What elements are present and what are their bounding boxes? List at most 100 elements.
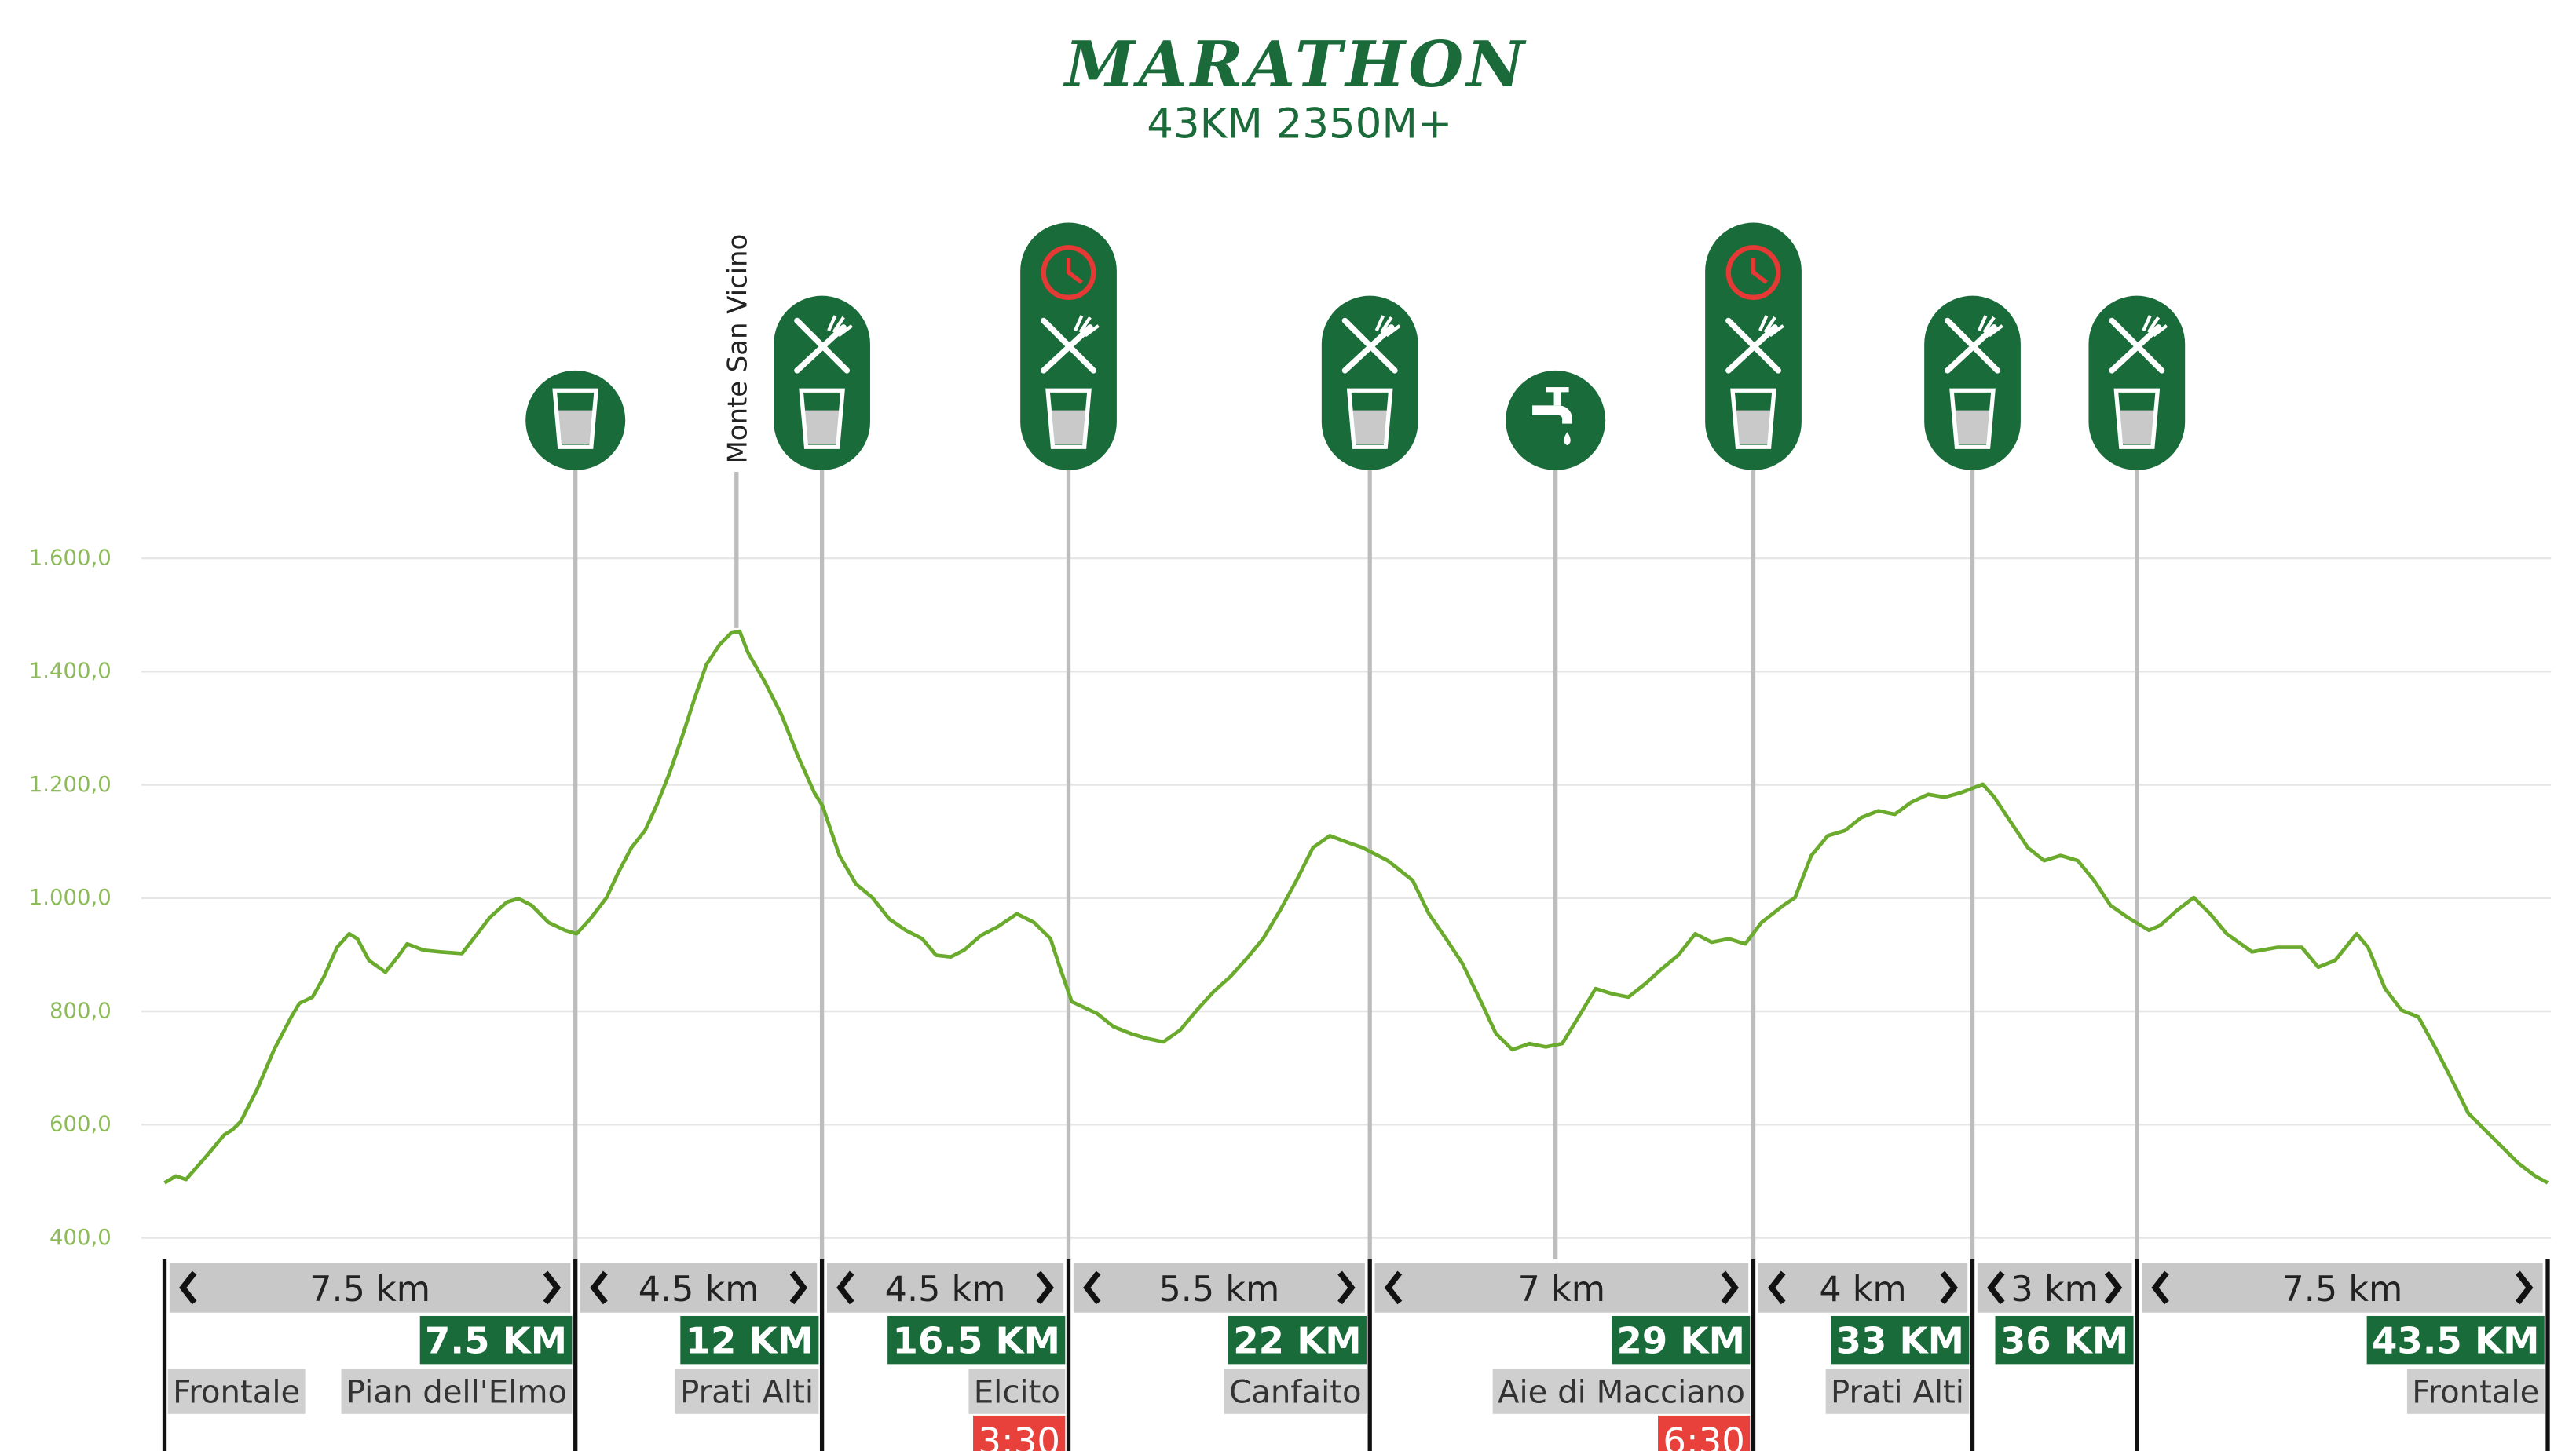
food-icon: [827, 315, 853, 338]
checkpoint-place: Aie di Macciano: [1498, 1375, 1745, 1411]
arrow-right: [543, 1270, 562, 1305]
arrow-left: [2151, 1270, 2169, 1305]
checkpoint-km-box: [1995, 1315, 2134, 1365]
water-icon: [1955, 410, 1990, 444]
food-icon: [1978, 315, 2003, 338]
arrow-right: [2515, 1270, 2534, 1305]
water-icon: [799, 388, 845, 449]
arrow-right: [1721, 1270, 1739, 1305]
arrow-right: [1036, 1270, 1054, 1305]
water-icon: [2113, 388, 2161, 449]
checkpoint-km-box: [1228, 1315, 1367, 1365]
food-icon: [1041, 324, 1093, 374]
y-tick-label: 1.600,0: [29, 545, 112, 570]
food-icon: [2142, 315, 2168, 338]
segment-distance: 7.5 km: [309, 1270, 430, 1310]
checkpoint-km-box: [680, 1315, 819, 1365]
segment-bar: [1374, 1263, 1749, 1313]
peak-label: Monte San Vicino: [722, 234, 752, 464]
segment-distance: 4.5 km: [639, 1270, 759, 1310]
water-icon: [804, 410, 840, 444]
checkpoint-place-box: [1825, 1369, 1970, 1414]
tap-icon: [1545, 387, 1569, 393]
food-icon: [794, 324, 847, 374]
water-icon: [1352, 410, 1388, 444]
cutoff-time: 3:30: [978, 1420, 1060, 1451]
water-icon: [1051, 410, 1086, 444]
cutoff-time-box: [1658, 1415, 1751, 1451]
segment-distance: 7 km: [1518, 1270, 1605, 1310]
checkpoint-place-box: [968, 1369, 1066, 1414]
start-place-box: [167, 1369, 306, 1414]
station-badge: [1321, 295, 1418, 470]
arrow-left: [836, 1270, 854, 1305]
water-icon: [552, 388, 599, 449]
clock-icon: [1751, 257, 1769, 284]
segment-bar: [2142, 1263, 2543, 1313]
segment-distance: 4.5 km: [885, 1270, 1006, 1310]
water-icon: [2119, 410, 2155, 444]
food-icon: [1341, 324, 1395, 374]
arrow-left: [1768, 1270, 1786, 1305]
checkpoint-place-box: [341, 1369, 573, 1414]
station-badge: [1506, 370, 1606, 470]
checkpoint-km: 43.5 KM: [2372, 1319, 2539, 1361]
start-place: Frontale: [173, 1375, 300, 1411]
tap-icon: [1532, 405, 1572, 424]
clock-icon: [1725, 245, 1781, 300]
segment-distance: 7.5 km: [2282, 1270, 2403, 1310]
checkpoint-km-box: [2366, 1315, 2545, 1365]
checkpoint-km-box: [1612, 1315, 1751, 1365]
arrow-right: [1940, 1270, 1958, 1305]
checkpoint-place: Elcito: [974, 1375, 1060, 1411]
y-tick-label: 1.000,0: [29, 885, 112, 910]
station-badge: [1924, 295, 2021, 470]
checkpoint-km: 36 KM: [2000, 1319, 2128, 1361]
y-tick-label: 600,0: [49, 1112, 112, 1137]
title: MARATHON: [1063, 27, 1528, 101]
checkpoint-km: 22 KM: [1233, 1319, 1361, 1361]
y-tick-label: 400,0: [49, 1225, 112, 1250]
food-icon: [1758, 315, 1784, 338]
checkpoint-km: 33 KM: [1836, 1319, 1964, 1361]
checkpoint-km-box: [887, 1315, 1066, 1365]
arrow-right: [789, 1270, 808, 1305]
arrow-left: [1987, 1270, 2005, 1305]
checkpoint-km: 7.5 KM: [425, 1319, 567, 1361]
tap-icon: [1564, 432, 1571, 446]
y-tick-label: 800,0: [49, 998, 112, 1023]
food-icon: [2109, 324, 2162, 374]
checkpoint-km-box: [1831, 1315, 1970, 1365]
water-icon: [1346, 388, 1393, 449]
arrow-right: [1337, 1270, 1356, 1305]
arrow-left: [179, 1270, 197, 1305]
checkpoint-place: Frontale: [2412, 1375, 2539, 1411]
water-icon: [1730, 388, 1776, 449]
segment-distance: 3 km: [2011, 1270, 2098, 1310]
station-badge: [2088, 295, 2186, 470]
cutoff-time: 6:30: [1663, 1420, 1745, 1451]
y-tick-label: 1.200,0: [29, 772, 112, 797]
segment-bar: [169, 1263, 571, 1313]
segment-bar: [1073, 1263, 1365, 1313]
arrow-right: [2104, 1270, 2123, 1305]
checkpoint-place: Prati Alti: [680, 1375, 814, 1411]
checkpoint-place-box: [1492, 1369, 1751, 1414]
arrow-left: [1384, 1270, 1403, 1305]
clock-icon: [1041, 245, 1096, 300]
checkpoint-km-box: [419, 1315, 573, 1365]
water-icon: [558, 410, 593, 444]
tap-icon: [1553, 389, 1561, 406]
checkpoint-km: 29 KM: [1617, 1319, 1745, 1361]
checkpoint-place: Canfaito: [1229, 1375, 1361, 1411]
segment-distance: 4 km: [1819, 1270, 1906, 1310]
segment-bar: [1758, 1263, 1968, 1313]
checkpoint-place: Pian dell'Elmo: [346, 1375, 567, 1411]
water-icon: [1736, 410, 1771, 444]
food-icon: [1374, 315, 1401, 338]
checkpoint-place-box: [2406, 1369, 2545, 1414]
checkpoint-place-box: [1224, 1369, 1367, 1414]
clock-icon: [1066, 257, 1084, 284]
segment-distance: 5.5 km: [1158, 1270, 1279, 1310]
